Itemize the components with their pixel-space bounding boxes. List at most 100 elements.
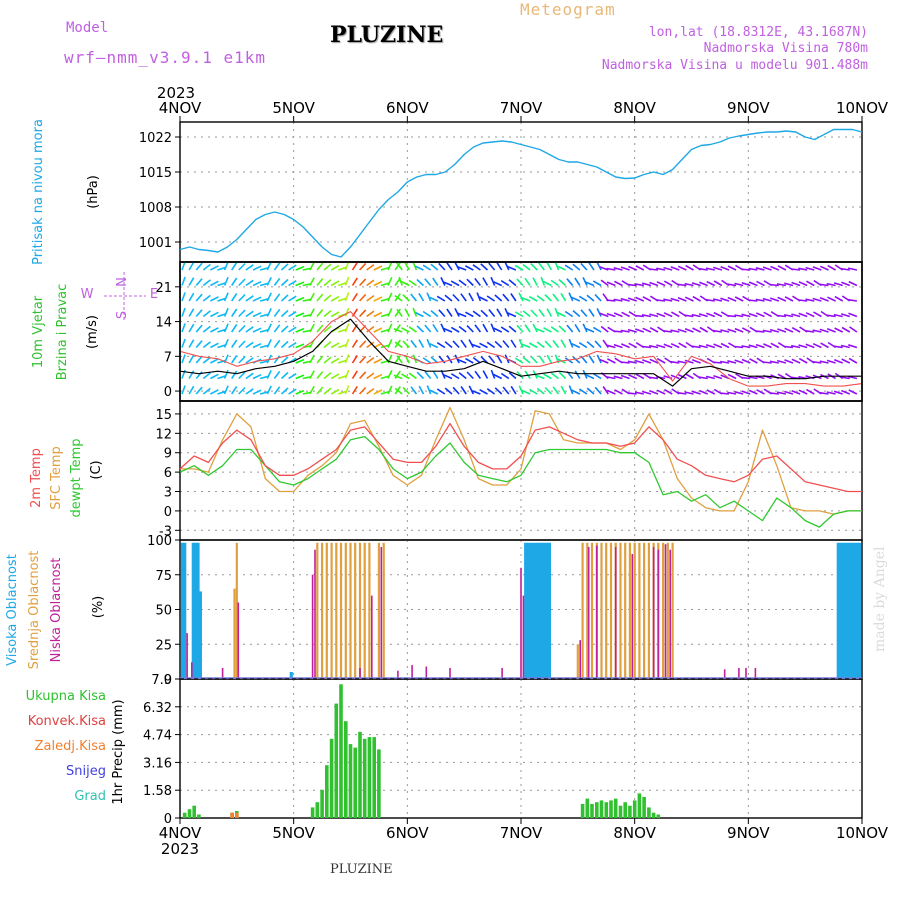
wind-arrow [418, 339, 425, 348]
date-label-top: 6NOV [386, 99, 429, 117]
wind-arrow [819, 297, 829, 302]
mid-cloud-bar [586, 542, 589, 679]
wind-arrow [387, 385, 393, 395]
wind-arrow [457, 312, 467, 318]
wind-arrow [677, 328, 687, 333]
year-label-bottom: 2023 [161, 840, 199, 858]
wind-arrow [309, 292, 315, 302]
wind-arrow [685, 373, 694, 380]
precip-bar [315, 802, 320, 818]
wind-arrow [538, 262, 545, 271]
wind-arrow [295, 296, 305, 302]
wind-arrow [606, 389, 616, 395]
wind-arrow [245, 372, 254, 380]
low-cloud-bar [664, 544, 667, 679]
wind-arrow [776, 391, 787, 395]
wind-arrow [309, 385, 315, 395]
wind-arrow [273, 308, 281, 317]
wind-arrow [578, 388, 588, 395]
wind-arrow [705, 375, 715, 380]
date-label-top: 5NOV [272, 99, 315, 117]
wind-arrow [366, 387, 375, 395]
wind-arrow [210, 389, 219, 395]
wind-arrow [280, 371, 289, 380]
wind-arrow [734, 327, 744, 333]
wind-arrow [181, 307, 186, 317]
low-cloud-bar [425, 666, 428, 679]
wind-arrow [741, 358, 751, 364]
mid-cloud-bar [633, 542, 636, 679]
wind-arrow [472, 264, 481, 271]
wind-arrow [323, 356, 332, 364]
wind-arrow [848, 280, 858, 287]
wind-arrow [344, 385, 350, 395]
wind-arrow [195, 262, 203, 271]
wind-arrow [181, 385, 186, 395]
wind-arrow [698, 376, 708, 380]
low-cloud-bar [221, 667, 224, 679]
wind-arrow [522, 263, 531, 271]
wind-arrow [847, 267, 858, 271]
wind-arrow [529, 342, 538, 349]
wind-arrow [507, 265, 517, 271]
precip-bar [642, 796, 646, 818]
wind-arrow [238, 293, 246, 302]
wind-arrow [762, 297, 772, 302]
wind-arrow [410, 386, 418, 395]
wind-arrow [471, 343, 481, 349]
compass-e: E [150, 287, 158, 302]
wind-arrow [468, 385, 475, 395]
wind-arrow [480, 356, 489, 364]
wind-arrow [323, 387, 332, 395]
mid-cloud-bar [666, 542, 669, 679]
wind-arrow [438, 262, 446, 271]
wind-arrow [756, 389, 765, 395]
wind-arrow [606, 376, 616, 380]
compass-s: S [115, 311, 130, 319]
wind-arrow [550, 326, 559, 333]
mid-cloud-bar [590, 542, 594, 679]
wind-arrow [734, 296, 744, 302]
mid-cloud-bar [377, 542, 380, 679]
wind-arrow [188, 354, 195, 364]
precip-bar [604, 802, 609, 818]
wind-arrow [454, 261, 460, 271]
wind-arrow [691, 390, 701, 395]
mid-cloud-bar [344, 542, 347, 679]
wind-arrow [538, 355, 545, 364]
high-cloud-bar [180, 542, 184, 679]
wind-arrow [606, 312, 616, 318]
mid-cloud-bar [638, 542, 641, 679]
low-cloud-bar [596, 545, 598, 679]
precip-bar [192, 805, 196, 818]
wind-arrow [426, 338, 432, 348]
wind-arrow [396, 355, 403, 364]
wind-arrow [585, 374, 595, 380]
wind-arrow [776, 283, 787, 287]
temp-axis-title-2: SFC Temp [49, 446, 64, 510]
wind-arrow [635, 265, 645, 271]
wind-arrow [641, 390, 652, 395]
wind-arrow [776, 359, 787, 364]
high-cloud-bar [843, 542, 847, 679]
wind-arrow [479, 296, 488, 302]
wind-arrow [552, 386, 560, 395]
wind-arrow [720, 392, 730, 395]
pressure-axis-title: Pritisak na nivou mora [31, 119, 46, 265]
wind-arrow [422, 357, 432, 364]
wind-arrow [408, 326, 417, 333]
wind-arrow [614, 280, 623, 287]
wind-arrow [791, 390, 801, 395]
wind-arrow [195, 324, 203, 333]
wind-arrow [252, 265, 262, 271]
wind-arrow [482, 277, 489, 286]
high-cloud-bar [194, 542, 198, 679]
wind-arrow [516, 324, 524, 333]
wind-arrow [288, 373, 297, 380]
temp-2m-line [179, 422, 862, 493]
mid-cloud-bar [335, 542, 338, 679]
wind-arrow [734, 282, 744, 287]
wind-arrow [684, 296, 694, 302]
high-cloud-bar [531, 542, 535, 679]
wind-arrow [443, 327, 453, 333]
